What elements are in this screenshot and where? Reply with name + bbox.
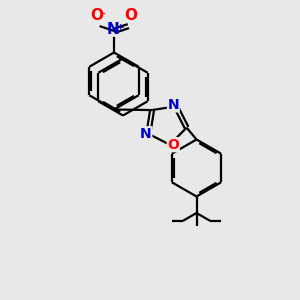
Text: N: N	[167, 98, 179, 112]
Text: +: +	[116, 23, 125, 33]
Text: N: N	[107, 22, 120, 37]
Text: -: -	[101, 8, 106, 22]
Text: O: O	[124, 8, 137, 22]
Text: O: O	[91, 8, 104, 22]
Text: N: N	[140, 127, 152, 141]
Text: O: O	[167, 138, 179, 152]
